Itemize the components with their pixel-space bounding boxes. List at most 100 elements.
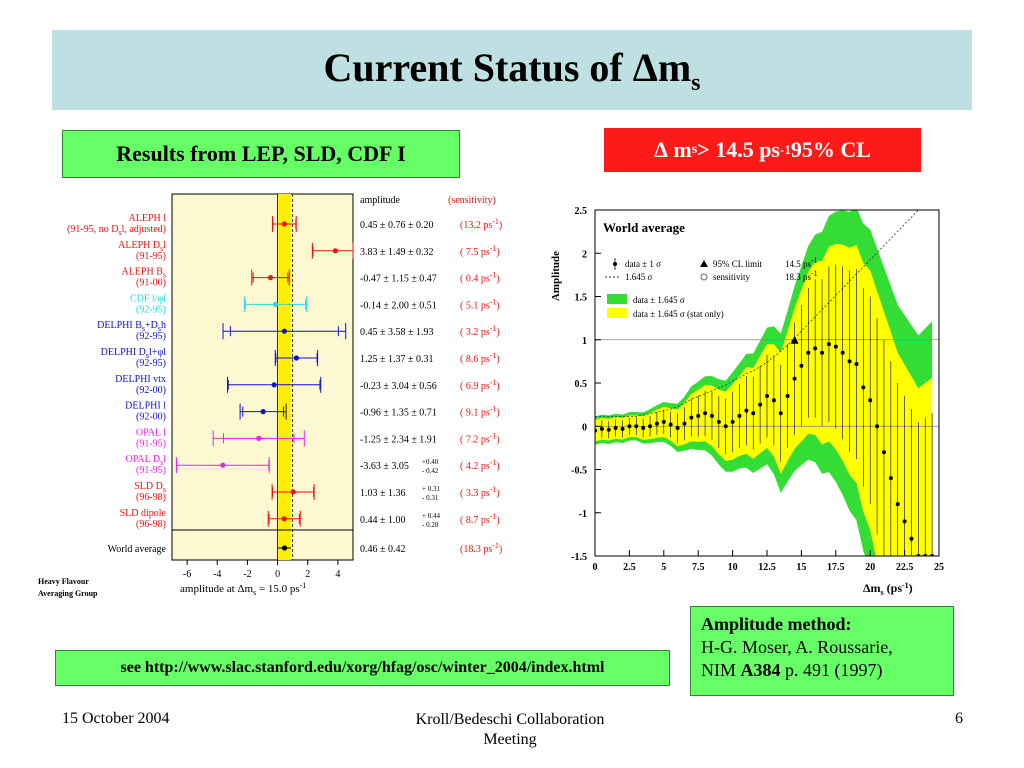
measurement-point (332, 248, 338, 254)
data-point (661, 419, 666, 424)
x-tick-label: 17.5 (827, 562, 845, 573)
data-point (730, 419, 735, 424)
measurement-label: ALEPH Bs (121, 267, 166, 280)
world-average-value: 0.46 ± 0.42 (360, 544, 406, 555)
x-tick-label: 2.5 (623, 562, 636, 573)
data-point (909, 536, 914, 541)
data-point (799, 363, 804, 368)
x-tick-label: 25 (934, 562, 944, 573)
data-point (847, 359, 852, 364)
legend-data: data ± 1 σ (625, 259, 661, 269)
measurement-sensitivity: ( 7.2 ps-1) (460, 431, 500, 445)
y-tick-label: -1 (579, 509, 587, 520)
measurement-syst-down: - 0.31 (422, 494, 439, 502)
x-tick-label: 5 (661, 562, 666, 573)
measurement-value: 0.45 ± 3.58 ± 1.93 (360, 327, 433, 338)
data-point (785, 393, 790, 398)
x-tick-label: -4 (213, 569, 221, 580)
y-tick-label: -1.5 (571, 552, 587, 563)
measurement-syst-up: + 0.31 (422, 485, 440, 493)
data-point (648, 424, 653, 429)
data-point (868, 398, 873, 403)
measurement-sensitivity: ( 6.9 ps-1) (460, 378, 500, 392)
data-point (599, 426, 604, 431)
y-tick-label: 2.5 (575, 206, 588, 217)
x-tick-label: 2 (305, 569, 310, 580)
data-point (696, 413, 701, 418)
measurement-period: (92-00) (136, 412, 166, 423)
x-tick-label: 0 (593, 562, 598, 573)
x-tick-label: 15 (796, 562, 806, 573)
footer-date: 15 October 2004 (62, 710, 170, 727)
measurement-label: DELPHI Bs+Dsh (97, 320, 166, 333)
measurement-value: 1.03 ± 1.36 (360, 488, 406, 499)
measurement-value: -0.14 ± 2.00 ± 0.51 (360, 300, 437, 311)
measurement-sensitivity: ( 9.1 ps-1) (460, 405, 500, 419)
delta-symbol: Δ (632, 44, 658, 90)
measurement-period: (91-95, no Dsl, adjusted) (67, 224, 166, 237)
measurement-point (256, 435, 262, 441)
measurement-syst-up: + 0.44 (422, 512, 440, 520)
x-tick-label: 22.5 (896, 562, 914, 573)
y-axis-label: Amplitude (550, 251, 562, 301)
page-number: 6 (955, 710, 963, 727)
data-point (765, 393, 769, 398)
measurement-syst-down: - 0.42 (422, 467, 439, 475)
hfag-link[interactable]: see http://www.slac.stanford.edu/xorg/hf… (55, 650, 670, 686)
x-tick-label: 20 (865, 562, 875, 573)
plot-area (171, 193, 354, 561)
data-point (840, 350, 845, 355)
world-average-point (281, 545, 288, 551)
measurement-label: SLD Ds (134, 481, 166, 494)
measurement-period: (96-98) (136, 492, 166, 503)
data-point (902, 519, 907, 524)
data-point (716, 419, 721, 424)
title-bar: Current Status of Δms (52, 30, 972, 110)
data-point (888, 476, 893, 481)
header-sensitivity: (sensitivity) (448, 195, 496, 206)
data-point (881, 450, 886, 455)
data-point (854, 361, 859, 366)
data-point (875, 424, 880, 429)
data-point (861, 385, 866, 390)
y-tick-label: 0.5 (575, 379, 588, 390)
data-point (641, 425, 646, 430)
legend-green-swatch (607, 294, 627, 304)
x-tick-label: -2 (243, 569, 251, 580)
data-point (771, 398, 776, 403)
measurement-sensitivity: (13.2 ps-1) (460, 217, 502, 231)
measurement-sensitivity: ( 7.5 ps-1) (460, 244, 500, 258)
legend-sens-value: 18.3 ps-1 (785, 269, 818, 282)
data-point (654, 421, 659, 426)
measurement-sensitivity: ( 3.3 ps-1) (460, 485, 500, 499)
legend-sens-marker (700, 273, 708, 281)
data-point (682, 421, 687, 426)
measurement-label: SLD dipole (120, 508, 167, 519)
data-point (820, 350, 825, 355)
data-point (606, 427, 611, 432)
x-tick-label: 4 (335, 569, 340, 580)
measurement-point (220, 462, 226, 468)
data-point (709, 413, 714, 418)
world-average-band (278, 194, 291, 560)
legend-green: data ± 1.645 σ (633, 295, 685, 305)
data-point (634, 424, 639, 429)
y-tick-label: 1 (582, 336, 587, 347)
cl-limit-marker (790, 335, 799, 344)
measurement-value: 0.44 ± 1.00 (360, 515, 406, 526)
data-point (813, 346, 818, 351)
results-label: Results from LEP, SLD, CDF I (62, 130, 460, 178)
sensitivity-curve (595, 210, 919, 417)
legend-cl-marker (700, 260, 708, 267)
measurement-value: -0.47 ± 1.15 ± 0.47 (360, 274, 437, 285)
y-tick-label: 0 (582, 422, 587, 433)
measurement-period: (91-95) (136, 251, 166, 262)
y-tick-label: 2 (582, 249, 587, 260)
data-point (833, 344, 838, 349)
plot-content (595, 210, 939, 556)
legend-cl-label: 95% CL limit (713, 259, 763, 269)
measurement-point (281, 516, 287, 522)
measurement-period: (91-00) (136, 278, 166, 289)
measurement-label: CDF l/φl (130, 293, 166, 304)
data-point (744, 408, 749, 413)
